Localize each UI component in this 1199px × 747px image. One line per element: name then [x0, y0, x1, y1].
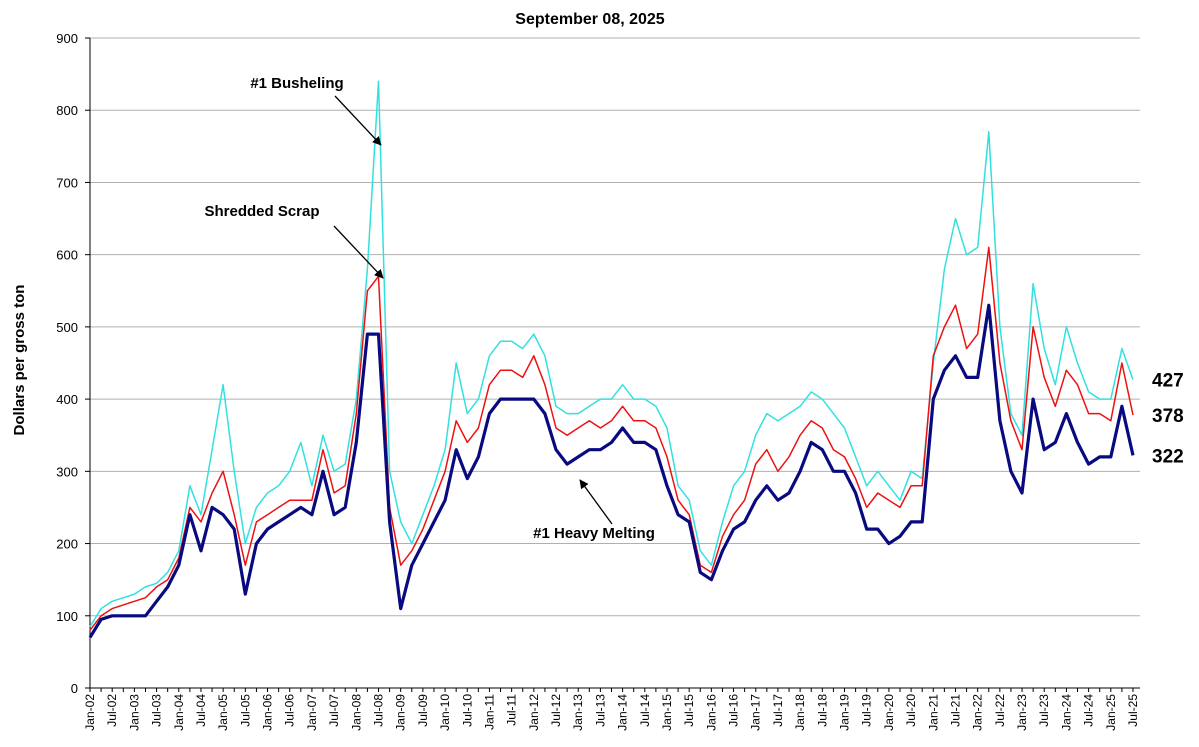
- series-line: [89, 80, 1134, 627]
- y-tick-label: 0: [71, 681, 78, 696]
- y-tick-label: 900: [56, 31, 78, 46]
- x-tick-label: Jan-13: [571, 694, 585, 731]
- x-tick-label: Jan-12: [527, 694, 541, 731]
- x-tick-label: Jul-19: [860, 694, 874, 727]
- x-tick-label: Jan-19: [838, 694, 852, 731]
- x-tick-label: Jul-18: [815, 694, 829, 727]
- x-tick-label: Jan-07: [305, 694, 319, 731]
- annotation-arrow: [579, 479, 613, 525]
- x-tick-label: Jan-22: [971, 694, 985, 731]
- x-tick-label: Jan-15: [660, 694, 674, 731]
- x-tick-label: Jan-14: [616, 694, 630, 731]
- end-value-label: 322: [1152, 446, 1184, 467]
- series-annotation: #1 Heavy Melting: [533, 525, 655, 542]
- x-tick-label: Jul-13: [593, 694, 607, 727]
- y-tick-label: 400: [56, 392, 78, 407]
- x-tick-label: Jan-05: [216, 694, 230, 731]
- x-tick-label: Jan-03: [127, 694, 141, 731]
- x-tick-label: Jul-07: [327, 694, 341, 727]
- y-axis-label: Dollars per gross ton: [11, 285, 28, 436]
- y-tick-label: 300: [56, 464, 78, 479]
- x-tick-label: Jul-21: [948, 694, 962, 727]
- x-tick-label: Jul-20: [904, 694, 918, 727]
- x-tick-label: Jan-04: [172, 694, 186, 731]
- x-tick-label: Jul-11: [505, 694, 519, 726]
- x-tick-label: Jul-24: [1082, 694, 1096, 727]
- x-tick-label: Jan-09: [394, 694, 408, 731]
- x-tick-label: Jan-06: [261, 694, 275, 731]
- x-tick-label: Jul-15: [682, 694, 696, 727]
- x-tick-label: Jan-24: [1059, 694, 1073, 731]
- annotation-arrow: [333, 225, 384, 279]
- x-tick-label: Jan-11: [482, 694, 496, 730]
- x-tick-label: Jan-25: [1104, 694, 1118, 731]
- x-tick-label: Jul-16: [727, 694, 741, 727]
- x-tick-label: Jul-25: [1126, 694, 1140, 727]
- x-tick-label: Jul-17: [771, 694, 785, 727]
- y-tick-label: 800: [56, 103, 78, 118]
- x-tick-label: Jan-02: [83, 694, 97, 731]
- x-tick-label: Jul-08: [371, 694, 385, 727]
- x-tick-label: Jul-02: [105, 694, 119, 727]
- series-annotation: Shredded Scrap: [204, 203, 319, 220]
- end-value-label: 378: [1152, 406, 1184, 427]
- x-tick-label: Jul-03: [150, 694, 164, 727]
- x-tick-label: Jan-08: [349, 694, 363, 731]
- chart-title: September 08, 2025: [515, 11, 665, 28]
- series-annotation: #1 Busheling: [250, 75, 343, 92]
- annotation-arrow: [334, 95, 382, 146]
- x-tick-label: Jan-10: [438, 694, 452, 731]
- x-tick-label: Jan-20: [882, 694, 896, 731]
- x-tick-label: Jul-09: [416, 694, 430, 727]
- x-tick-label: Jan-21: [926, 694, 940, 731]
- x-tick-label: Jan-23: [1015, 694, 1029, 731]
- x-tick-label: Jul-22: [993, 694, 1007, 727]
- y-tick-label: 100: [56, 609, 78, 624]
- series-line: [89, 246, 1134, 631]
- y-tick-label: 700: [56, 175, 78, 190]
- x-tick-label: Jul-04: [194, 694, 208, 727]
- x-tick-label: Jan-18: [793, 694, 807, 731]
- x-tick-label: Jul-10: [460, 694, 474, 727]
- y-tick-label: 200: [56, 537, 78, 552]
- end-value-label: 427: [1152, 371, 1184, 392]
- y-tick-label: 500: [56, 320, 78, 335]
- y-tick-label: 600: [56, 248, 78, 263]
- x-tick-label: Jul-12: [549, 694, 563, 727]
- x-tick-label: Jul-23: [1037, 694, 1051, 727]
- series-line: [88, 303, 1135, 639]
- x-tick-label: Jul-14: [638, 694, 652, 727]
- x-tick-label: Jul-06: [283, 694, 297, 727]
- x-tick-label: Jul-05: [238, 694, 252, 727]
- x-tick-label: Jan-16: [704, 694, 718, 731]
- x-tick-label: Jan-17: [749, 694, 763, 731]
